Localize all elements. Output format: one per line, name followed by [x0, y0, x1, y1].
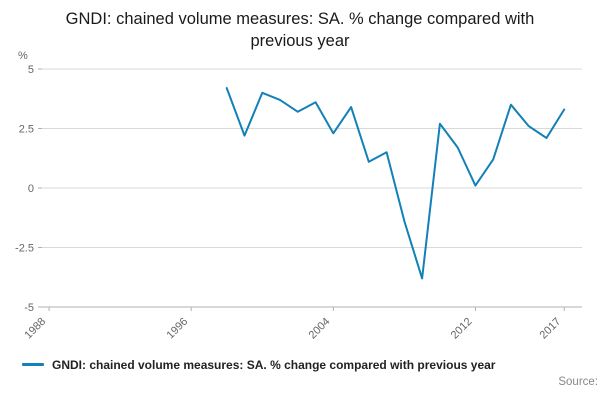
- x-tick-label: 2012: [449, 315, 475, 341]
- chart-area: 5 2.5 0 -2.5 -5 1988 1996 2004 2012 2017: [0, 55, 600, 350]
- legend-label: GNDI: chained volume measures: SA. % cha…: [52, 357, 496, 372]
- y-tick-label: 2.5: [19, 123, 34, 135]
- x-tick-label: 2017: [538, 315, 564, 341]
- legend-line-swatch: [22, 363, 44, 367]
- y-tick-label: -2.5: [15, 242, 34, 254]
- y-tick-label: 0: [28, 183, 34, 195]
- chart-title: GNDI: chained volume measures: SA. % cha…: [65, 10, 535, 51]
- x-tick-label: 1988: [22, 315, 48, 341]
- y-tick-label: -5: [24, 302, 34, 314]
- x-tick-label: 2004: [307, 315, 333, 341]
- source-label: Source:: [558, 375, 598, 388]
- x-tick-label: 1996: [165, 315, 191, 341]
- y-axis-unit-label: %: [18, 50, 28, 62]
- legend: GNDI: chained volume measures: SA. % cha…: [22, 358, 600, 372]
- data-series-line: [225, 86, 566, 279]
- y-tick-label: 5: [28, 64, 34, 76]
